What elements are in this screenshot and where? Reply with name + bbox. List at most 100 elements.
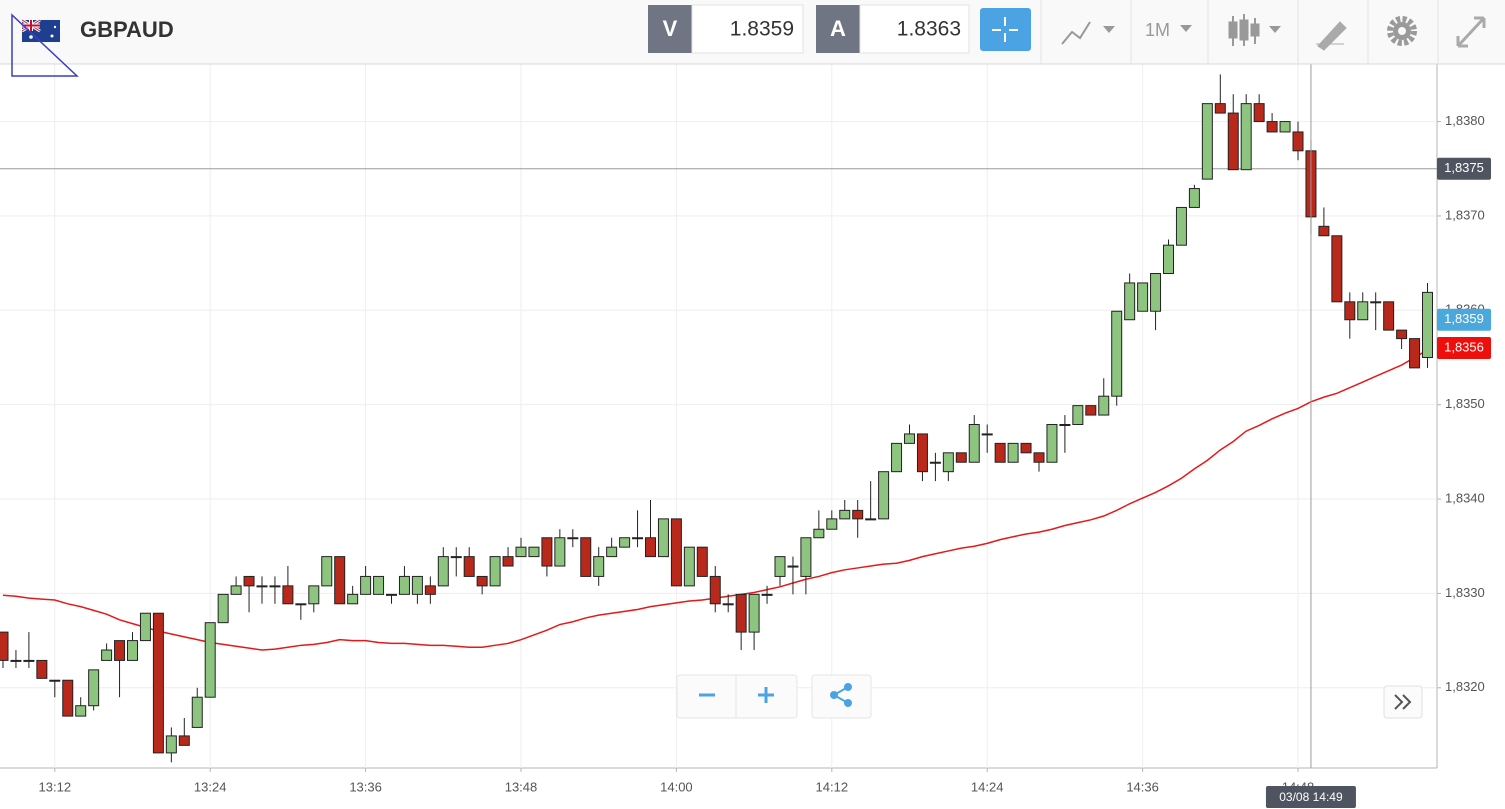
candle-body xyxy=(10,659,22,662)
price-marker xyxy=(1437,337,1491,360)
candle-body xyxy=(852,509,864,520)
y-tick-label: 1,8320 xyxy=(1445,679,1485,694)
candle-body xyxy=(1383,301,1395,331)
y-tick-label: 1,8370 xyxy=(1445,207,1485,222)
candle-body xyxy=(217,593,229,624)
candle-body xyxy=(152,612,164,754)
drawing-triangle xyxy=(11,13,79,77)
candle-body xyxy=(554,537,566,567)
settings-button[interactable] xyxy=(1387,16,1417,46)
candle-body xyxy=(191,696,203,728)
y-tick-label: 1,8330 xyxy=(1445,585,1485,600)
candle-body xyxy=(567,537,579,540)
candle-body xyxy=(1409,338,1421,369)
candle-body xyxy=(839,509,851,520)
x-tick-label: 13:12 xyxy=(39,779,72,794)
y-tick-label: 1,8350 xyxy=(1445,396,1485,411)
candle-body xyxy=(165,735,177,754)
candle-body xyxy=(787,565,799,568)
candle-body xyxy=(1253,103,1265,123)
candle-body xyxy=(968,423,980,463)
sell-button[interactable] xyxy=(648,5,692,53)
candle-body xyxy=(295,603,307,606)
candle-body xyxy=(88,669,100,707)
candle-body xyxy=(62,679,74,717)
candle-body xyxy=(1344,301,1356,321)
candle-body xyxy=(748,593,760,633)
crosshair-icon xyxy=(992,17,1018,42)
candle-body xyxy=(347,593,359,605)
candle-body xyxy=(463,556,475,577)
candle-body xyxy=(489,556,501,587)
draw-button[interactable] xyxy=(1316,21,1347,51)
candle-body xyxy=(955,452,967,463)
candle-body xyxy=(619,537,631,548)
sell-label: V xyxy=(663,16,678,41)
candle-body xyxy=(606,546,618,558)
candles-button[interactable] xyxy=(1228,14,1281,46)
candle-body xyxy=(360,575,372,595)
zoom-controls xyxy=(676,674,798,719)
candle-body xyxy=(593,556,605,577)
candle-body xyxy=(696,546,708,577)
candle-body xyxy=(243,575,255,587)
sell-price: 1.8359 xyxy=(730,18,794,41)
candle-body xyxy=(632,537,644,540)
candle-body xyxy=(541,537,553,567)
buy-button[interactable] xyxy=(816,5,860,53)
candle-body xyxy=(1292,131,1304,152)
candle-body xyxy=(1111,310,1123,397)
candle-body xyxy=(1085,405,1097,416)
candle-body xyxy=(139,612,151,642)
crosshair-y-label-box xyxy=(1437,157,1491,180)
candle-body xyxy=(1188,188,1200,208)
candle-body xyxy=(230,585,242,595)
candle-body xyxy=(101,649,113,661)
x-tick-label: 14:12 xyxy=(816,779,849,794)
sell-price-box[interactable] xyxy=(691,4,804,54)
candle-body xyxy=(774,556,786,577)
candle-body xyxy=(386,593,397,596)
candle-body xyxy=(891,442,903,473)
crosshair-x-label: 03/08 14:49 xyxy=(1279,790,1343,804)
scroll-right-button[interactable] xyxy=(1394,694,1412,710)
candle-body xyxy=(1098,395,1110,416)
timeframe: 1M xyxy=(1145,20,1170,40)
candle-body xyxy=(942,452,954,473)
candle-body xyxy=(114,640,126,661)
buy-price-box[interactable] xyxy=(859,4,970,54)
y-tick-label: 1,8340 xyxy=(1445,490,1485,505)
candle-body xyxy=(1033,452,1045,463)
expand-button[interactable] xyxy=(1456,16,1486,48)
price-marker-label: 1,8359 xyxy=(1444,311,1484,326)
candle-body xyxy=(1150,273,1162,312)
candle-body xyxy=(1137,282,1149,312)
candle-body xyxy=(904,433,915,444)
candle-body xyxy=(1214,103,1226,114)
candle-body xyxy=(1240,103,1252,171)
x-tick-label: 14:24 xyxy=(971,779,1004,794)
candle-body xyxy=(476,575,488,587)
candle-body xyxy=(1201,103,1213,180)
buy-price: 1.8363 xyxy=(897,18,961,41)
x-tick-label: 14:36 xyxy=(1126,779,1159,794)
candle-body xyxy=(269,585,281,588)
candle-body xyxy=(424,585,436,595)
share-button[interactable] xyxy=(830,683,852,707)
zoom-in-button[interactable] xyxy=(758,687,774,703)
price-marker-label: 1,8356 xyxy=(1444,339,1484,354)
symbol: GBPAUD xyxy=(80,17,174,42)
separators xyxy=(1040,0,1439,64)
timeframe-button[interactable]: 1M xyxy=(1145,20,1192,40)
chart-type-button[interactable] xyxy=(1061,21,1115,45)
candle-body xyxy=(308,585,320,605)
crosshair-button[interactable] xyxy=(980,8,1031,51)
candle-body xyxy=(1279,121,1291,133)
candle-body xyxy=(256,585,268,588)
candle-body xyxy=(528,546,540,558)
candle-body xyxy=(1124,282,1136,321)
candle-body xyxy=(826,518,838,530)
candle-body xyxy=(1020,442,1032,454)
candle-body xyxy=(657,518,669,558)
